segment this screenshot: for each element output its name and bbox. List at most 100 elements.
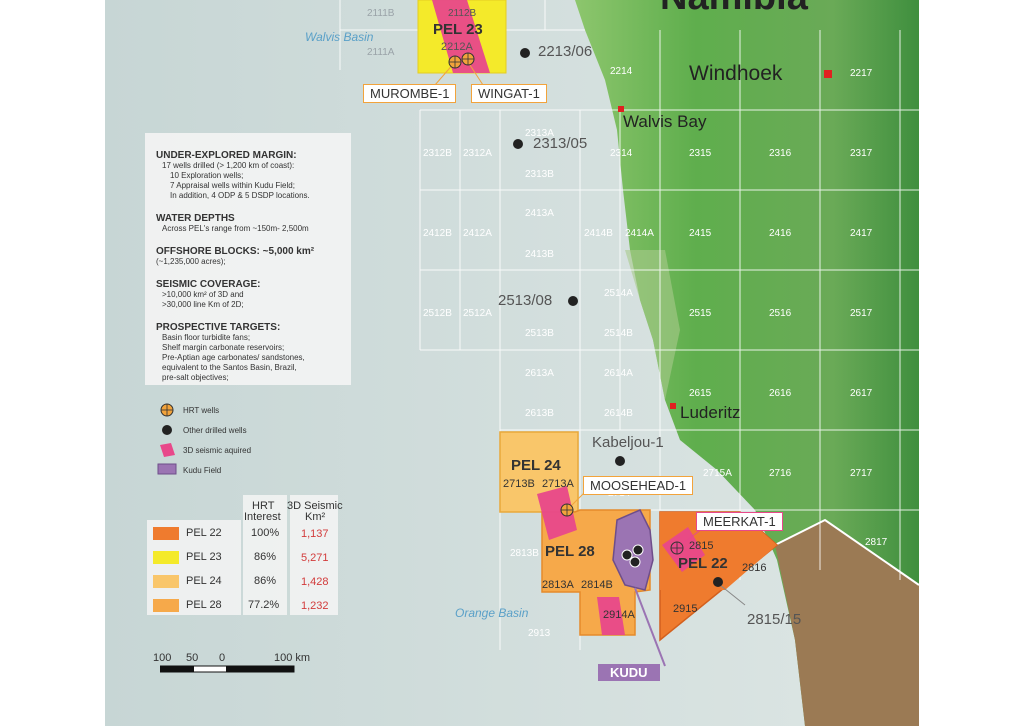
- row-pel-24-name: PEL 24: [186, 575, 222, 587]
- block-2312b: 2312B: [423, 148, 452, 159]
- country-label: Namibia: [660, 0, 808, 19]
- legend-kudu-icon: [157, 463, 177, 475]
- block-2813a: 2813A: [542, 579, 574, 591]
- legend-seismic-icon: [160, 443, 175, 457]
- block-2414b: 2414B: [584, 228, 613, 239]
- info-targets-3: Pre-Aptian age carbonates/ sandstones,: [162, 353, 305, 362]
- wingat-leader: [467, 61, 484, 86]
- hrt-well-wingat[interactable]: [461, 52, 475, 66]
- walvis-basin-label: Walvis Basin: [305, 30, 374, 44]
- orange-river-border: [774, 518, 919, 586]
- scale-tick-0: 0: [219, 652, 226, 664]
- block-2413b: 2413B: [525, 249, 554, 260]
- pel-28-label: PEL 28: [545, 543, 595, 560]
- well-dot-kudu-2[interactable]: [629, 556, 641, 568]
- hrt-well-meerkat[interactable]: [670, 541, 684, 555]
- pel-24-label: PEL 24: [511, 457, 561, 474]
- info-targets-head: PROSPECTIVE TARGETS:: [156, 322, 281, 333]
- legend-3d-seismic: 3D seismic aquired: [183, 446, 252, 455]
- well-dot-2815-15[interactable]: [713, 577, 723, 587]
- row-pel-22-name: PEL 22: [186, 527, 222, 539]
- info-underexplored-1: 17 wells drilled (> 1,200 km of coast):: [162, 161, 295, 170]
- info-underexplored-4: In addition, 4 ODP & 5 DSDP locations.: [170, 191, 310, 200]
- callout-moosehead-1[interactable]: MOOSEHEAD-1: [583, 476, 694, 495]
- block-2111b: 2111B: [367, 8, 395, 19]
- block-2713a: 2713A: [542, 478, 574, 490]
- well-kabeljou-1: Kabeljou-1: [592, 434, 664, 451]
- block-2613b: 2613B: [525, 408, 554, 419]
- city-marker-windhoek: [824, 70, 832, 78]
- block-2413a: 2413A: [525, 208, 554, 219]
- block-2417: 2417: [850, 228, 873, 239]
- block-2412a: 2412A: [463, 228, 492, 239]
- block-2614a: 2614A: [604, 368, 633, 379]
- block-2314: 2314: [610, 148, 633, 159]
- block-2412b: 2412B: [423, 228, 452, 239]
- callout-meerkat-1[interactable]: MEERKAT-1: [696, 512, 783, 531]
- row-pel-22-seismic: 1,137: [301, 528, 329, 540]
- block-2715a: 2715A: [703, 468, 732, 479]
- legend-hrt-wells: HRT wells: [183, 406, 220, 415]
- well-2513-08: 2513/08: [498, 292, 553, 309]
- seismic-pel24: [537, 486, 577, 540]
- pel-22-label: PEL 22: [678, 555, 728, 572]
- legend-kudu-field: Kudu Field: [183, 466, 222, 475]
- block-2713b: 2713B: [503, 478, 535, 490]
- legend-other-wells: Other drilled wells: [183, 426, 247, 435]
- legend-symbols: [157, 403, 177, 475]
- info-blocks-1: (~1,235,000 acres);: [156, 257, 226, 266]
- hrt-well-moosehead[interactable]: [560, 503, 574, 517]
- callout-wingat-1[interactable]: WINGAT-1: [471, 84, 547, 103]
- legend-other-well-icon: [162, 425, 172, 435]
- city-windhoek: Windhoek: [689, 62, 783, 85]
- block-2814b: 2814B: [581, 579, 613, 591]
- block-2516: 2516: [769, 308, 792, 319]
- info-underexplored-2: 10 Exploration wells;: [170, 171, 244, 180]
- block-2515: 2515: [689, 308, 712, 319]
- block-2615: 2615: [689, 388, 712, 399]
- map-panel: Namibia Windhoek Walvis Bay Luderitz Wal…: [105, 0, 919, 726]
- row-pel-28-interest: 77.2%: [248, 599, 280, 611]
- callout-murombe-1[interactable]: MUROMBE-1: [363, 84, 457, 103]
- info-underexplored-3: 7 Appraisal wells within Kudu Field;: [170, 181, 295, 190]
- row-pel-28-name: PEL 28: [186, 599, 222, 611]
- well-dot-kudu-3[interactable]: [632, 544, 644, 556]
- well-2815-15: 2815/15: [747, 611, 802, 628]
- legend-hrt-icon: [160, 403, 174, 417]
- table-head-hrt-1: HRT: [252, 500, 275, 512]
- row-pel-23-seismic: 5,271: [301, 552, 329, 564]
- block-2315: 2315: [689, 148, 712, 159]
- block-2313b: 2313B: [525, 169, 554, 180]
- hrt-well-murombe[interactable]: [448, 55, 462, 69]
- block-2316: 2316: [769, 148, 792, 159]
- row-pel-23-interest: 86%: [254, 551, 277, 563]
- kudu-label: KUDU: [598, 664, 660, 681]
- well-dot-2313-05[interactable]: [513, 139, 523, 149]
- seismic-pel28-south: [597, 597, 625, 635]
- info-seismic-1: >10,000 km² of 3D and: [162, 290, 244, 299]
- info-targets-5: pre-salt objectives;: [162, 373, 229, 382]
- swatch-pel-22: [153, 527, 179, 540]
- well-dot-2213-06[interactable]: [520, 48, 530, 58]
- block-2914a: 2914A: [603, 609, 635, 621]
- block-2614b: 2614B: [604, 408, 633, 419]
- block-2517: 2517: [850, 308, 873, 319]
- land-dunes: [625, 250, 680, 400]
- row-pel-24-interest: 86%: [254, 575, 277, 587]
- city-marker-walvis: [618, 106, 624, 112]
- well-dot-kabeljou[interactable]: [615, 456, 625, 466]
- block-2813b: 2813B: [510, 548, 539, 559]
- well-dot-kudu-1[interactable]: [621, 549, 633, 561]
- info-targets-1: Basin floor turbidite fans;: [162, 333, 251, 342]
- pel-23-seismic: [432, 0, 490, 73]
- block-2514b: 2514B: [604, 328, 633, 339]
- info-seismic-head: SEISMIC COVERAGE:: [156, 279, 261, 290]
- block-2716: 2716: [769, 468, 792, 479]
- 2815-leader: [719, 584, 746, 606]
- well-dot-2513-08[interactable]: [568, 296, 578, 306]
- scale-tick-100km: 100 km: [274, 652, 311, 664]
- city-marker-luderitz: [670, 403, 676, 409]
- block-2617: 2617: [850, 388, 873, 399]
- block-2616: 2616: [769, 388, 792, 399]
- block-2915: 2915: [673, 603, 698, 615]
